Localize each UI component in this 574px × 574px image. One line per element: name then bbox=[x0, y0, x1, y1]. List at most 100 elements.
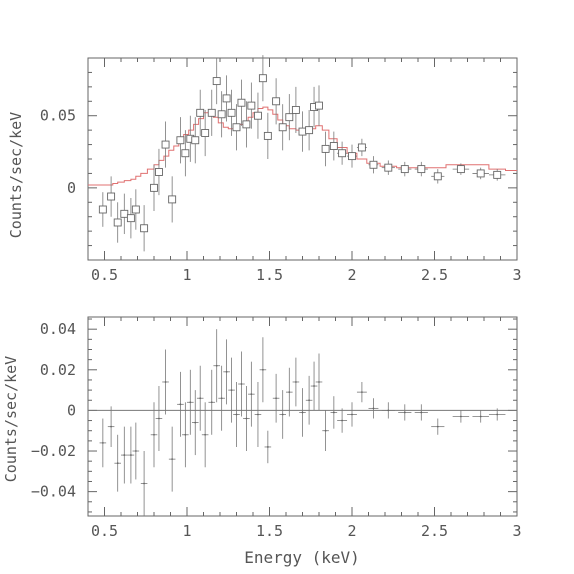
y-tick-label: 0 bbox=[67, 401, 76, 419]
data-point bbox=[235, 413, 238, 416]
data-point bbox=[420, 411, 423, 414]
data-point bbox=[191, 136, 200, 145]
data-point bbox=[318, 381, 320, 383]
data-point bbox=[222, 94, 231, 103]
data-point bbox=[315, 101, 323, 110]
data-point bbox=[436, 425, 439, 428]
x-tick-label: 1 bbox=[182, 266, 191, 284]
data-point bbox=[403, 411, 406, 414]
data-point bbox=[215, 364, 218, 367]
x-tick-label: 1.5 bbox=[256, 522, 283, 540]
data-point bbox=[324, 429, 327, 432]
data-point bbox=[98, 205, 107, 214]
data-point bbox=[476, 169, 485, 178]
data-point bbox=[372, 407, 375, 410]
data-point bbox=[295, 381, 297, 383]
data-point bbox=[176, 136, 185, 145]
data-point bbox=[107, 192, 116, 201]
data-point bbox=[357, 143, 366, 152]
x-axis-label: Energy (keV) bbox=[244, 548, 360, 567]
data-point bbox=[281, 413, 284, 416]
residuals-panel: 0.5 1 1.5 2 2.5 3 −0.04 −0.02 0 0.02 0.04 bbox=[31, 316, 522, 540]
data-point bbox=[456, 165, 465, 174]
data-point bbox=[275, 397, 277, 400]
data-point bbox=[179, 403, 182, 406]
data-point bbox=[308, 399, 310, 402]
data-point bbox=[341, 419, 343, 422]
data-point bbox=[232, 123, 241, 132]
data-point bbox=[288, 391, 291, 394]
x-tick-label: 3 bbox=[512, 266, 521, 284]
x-tick-label: 2 bbox=[347, 266, 356, 284]
x-tick-label: 1.5 bbox=[256, 266, 283, 284]
data-point bbox=[433, 172, 442, 181]
data-point bbox=[110, 425, 112, 428]
data-point bbox=[161, 140, 170, 149]
data-point bbox=[496, 413, 499, 416]
data-point bbox=[225, 370, 228, 373]
data-point bbox=[126, 214, 135, 223]
y-axis-label-bottom: Counts/sec/keV bbox=[2, 356, 20, 482]
data-point bbox=[242, 120, 251, 129]
data-point bbox=[154, 168, 163, 176]
data-point bbox=[272, 97, 281, 106]
data-point bbox=[351, 413, 353, 416]
x-tick-label: 2.5 bbox=[421, 522, 448, 540]
y-tick-label: −0.04 bbox=[31, 483, 76, 501]
data-point bbox=[116, 462, 119, 465]
data-point bbox=[158, 417, 160, 420]
x-tick-label: 1 bbox=[182, 522, 191, 540]
data-point bbox=[384, 163, 393, 172]
y-tick-label: 0.04 bbox=[40, 320, 76, 338]
data-point bbox=[131, 205, 140, 214]
x-tick-label: 0.5 bbox=[91, 266, 118, 284]
data-point bbox=[262, 368, 264, 371]
data-point bbox=[237, 98, 246, 107]
data-point bbox=[400, 165, 409, 174]
data-point bbox=[230, 389, 233, 392]
data-point bbox=[493, 170, 502, 179]
data-point bbox=[227, 108, 236, 117]
data-point bbox=[168, 195, 177, 204]
data-point bbox=[181, 149, 190, 158]
data-point bbox=[348, 152, 356, 161]
data-point bbox=[258, 74, 267, 83]
data-point bbox=[417, 165, 426, 174]
data-point bbox=[263, 131, 272, 140]
data-point bbox=[130, 454, 132, 456]
data-point bbox=[123, 454, 126, 456]
data-point bbox=[164, 381, 167, 383]
data-point bbox=[332, 411, 335, 414]
data-point bbox=[266, 446, 269, 448]
plot-frame bbox=[87, 57, 518, 261]
data-point bbox=[361, 391, 363, 394]
data-point bbox=[171, 458, 174, 461]
data-point bbox=[250, 393, 253, 396]
data-point bbox=[313, 385, 315, 387]
data-point bbox=[189, 401, 192, 404]
data-point bbox=[220, 397, 223, 400]
y-tick-label: 0.05 bbox=[40, 107, 76, 125]
data-point bbox=[143, 482, 146, 485]
data-point bbox=[150, 183, 158, 192]
data-point bbox=[194, 421, 197, 424]
data-point bbox=[291, 105, 300, 114]
x-tick-label: 2.5 bbox=[421, 266, 448, 284]
data-point bbox=[199, 397, 202, 400]
data-point bbox=[140, 224, 149, 233]
data-point bbox=[301, 411, 304, 414]
data-point bbox=[298, 127, 307, 136]
data-point bbox=[285, 113, 294, 122]
y-axis-label-top: Counts/sec/keV bbox=[7, 112, 25, 238]
data-point bbox=[305, 126, 314, 135]
data-point bbox=[210, 401, 213, 404]
x-tick-label: 2 bbox=[347, 522, 356, 540]
y-tick-label: −0.02 bbox=[31, 442, 76, 460]
y-tick-label: 0 bbox=[67, 179, 76, 197]
data-point bbox=[153, 433, 155, 436]
data-point bbox=[479, 415, 482, 418]
data-point bbox=[201, 129, 210, 137]
data-point bbox=[134, 450, 137, 452]
data-point bbox=[207, 108, 216, 117]
